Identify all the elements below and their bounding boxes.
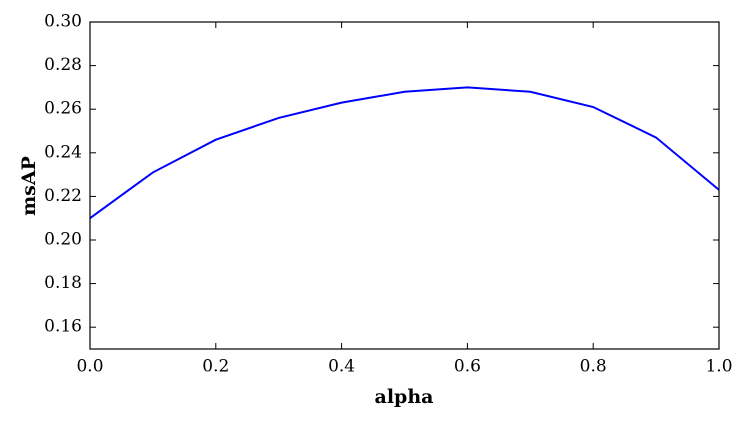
data-line	[89, 86, 720, 220]
y-tick-label: 0.28	[44, 55, 82, 75]
y-tick-label: 0.16	[44, 317, 82, 337]
y-tick-label: 0.26	[44, 99, 82, 119]
plot-frame	[89, 21, 720, 350]
x-tick-label: 0.8	[580, 357, 607, 377]
y-tick-label: 0.24	[44, 142, 82, 162]
y-tick-label: 0.22	[44, 186, 82, 206]
x-axis-label: alpha	[375, 386, 434, 408]
x-tick-label: 0.2	[202, 357, 229, 377]
y-axis-label: msAP	[18, 156, 40, 216]
x-tick-label: 0.4	[328, 357, 355, 377]
y-tick-label: 0.18	[44, 273, 82, 293]
x-tick-label: 1.0	[705, 357, 732, 377]
y-tick-label: 0.30	[44, 12, 82, 32]
x-tick-label: 0.6	[454, 357, 481, 377]
y-tick-label: 0.20	[44, 230, 82, 250]
x-tick-label: 0.0	[76, 357, 103, 377]
